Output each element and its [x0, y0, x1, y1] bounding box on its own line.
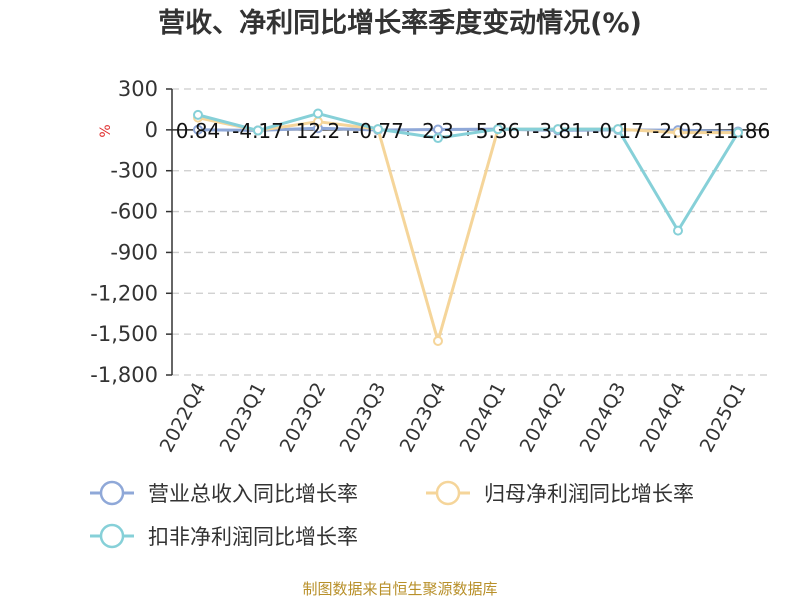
- legend-item[interactable]: 营业总收入同比增长率: [90, 480, 358, 506]
- x-tick-label: 2024Q3: [576, 379, 631, 456]
- data-point: [373, 124, 383, 135]
- legend-item[interactable]: 扣非净利润同比增长率: [90, 523, 358, 549]
- grid-lines: [172, 88, 768, 376]
- legend-label: 归母净利润同比增长率: [484, 482, 694, 506]
- legend-label: 扣非净利润同比增长率: [148, 525, 358, 549]
- data-label: -0.77: [352, 119, 404, 143]
- y-tick-label: -900: [110, 240, 158, 264]
- data-label: -2.02: [652, 119, 704, 143]
- series-group: [193, 108, 743, 346]
- data-point: [253, 125, 263, 136]
- data-point: [193, 109, 203, 120]
- x-tick-label: 2024Q2: [516, 379, 571, 456]
- x-tick-label: 2022Q4: [156, 379, 211, 456]
- legend-marker: [435, 480, 461, 506]
- series-line: [197, 112, 740, 233]
- data-point: [493, 124, 503, 135]
- data-point: [313, 108, 323, 119]
- data-label: 0.84: [176, 119, 221, 143]
- y-tick-label: 300: [118, 77, 158, 101]
- series-line: [197, 116, 738, 343]
- y-tick-label: -1,500: [90, 322, 158, 346]
- source-note: 制图数据来自恒生聚源数据库: [302, 580, 497, 598]
- legend-item[interactable]: 归母净利润同比增长率: [426, 480, 694, 506]
- legend-label: 营业总收入同比增长率: [148, 482, 358, 506]
- x-tick-label: 2024Q1: [456, 379, 511, 456]
- data-labels: 0.84 -4.17 12.2 -0.77 2.3 5.36 -3.81 -0.17 -2.02…: [176, 119, 771, 143]
- data-label: 2.3: [422, 119, 454, 143]
- y-tick-label: -300: [110, 159, 158, 183]
- data-label: 5.36: [476, 119, 521, 143]
- x-tick-label: 2023Q4: [396, 379, 451, 456]
- data-point: [613, 124, 623, 135]
- y-tick-label: 0: [145, 118, 158, 142]
- x-tick-label: 2024Q4: [636, 379, 691, 456]
- x-tick-label: 2023Q2: [276, 379, 331, 456]
- legend-marker: [99, 480, 125, 506]
- chart-title: 营收、净利同比增长率季度变动情况(%): [158, 7, 642, 39]
- data-point: [673, 225, 683, 236]
- data-label: 12.2: [296, 119, 341, 143]
- y-tick-label: -1,800: [90, 363, 158, 387]
- y-axis-ticks: 300 0 -300 -600 -900 -1,200 -1,500 -1,800: [90, 77, 172, 387]
- x-tick-label: 2025Q1: [696, 379, 751, 456]
- data-label: -3.81: [532, 119, 584, 143]
- y-unit-label: %: [98, 124, 114, 137]
- legend-marker: [99, 523, 125, 549]
- data-point: [193, 124, 203, 135]
- data-point: [733, 127, 743, 138]
- data-label: -4.17: [232, 119, 284, 143]
- data-point: [433, 133, 443, 144]
- y-tick-label: -1,200: [90, 281, 158, 305]
- data-point: [433, 335, 443, 346]
- data-label: -11.86: [706, 119, 770, 143]
- x-tick-label: 2023Q3: [336, 379, 391, 456]
- data-label: -0.17: [592, 119, 644, 143]
- x-tick-label: 2023Q1: [216, 379, 271, 456]
- y-tick-label: -600: [110, 200, 158, 224]
- data-point: [673, 127, 683, 138]
- data-point: [553, 124, 563, 135]
